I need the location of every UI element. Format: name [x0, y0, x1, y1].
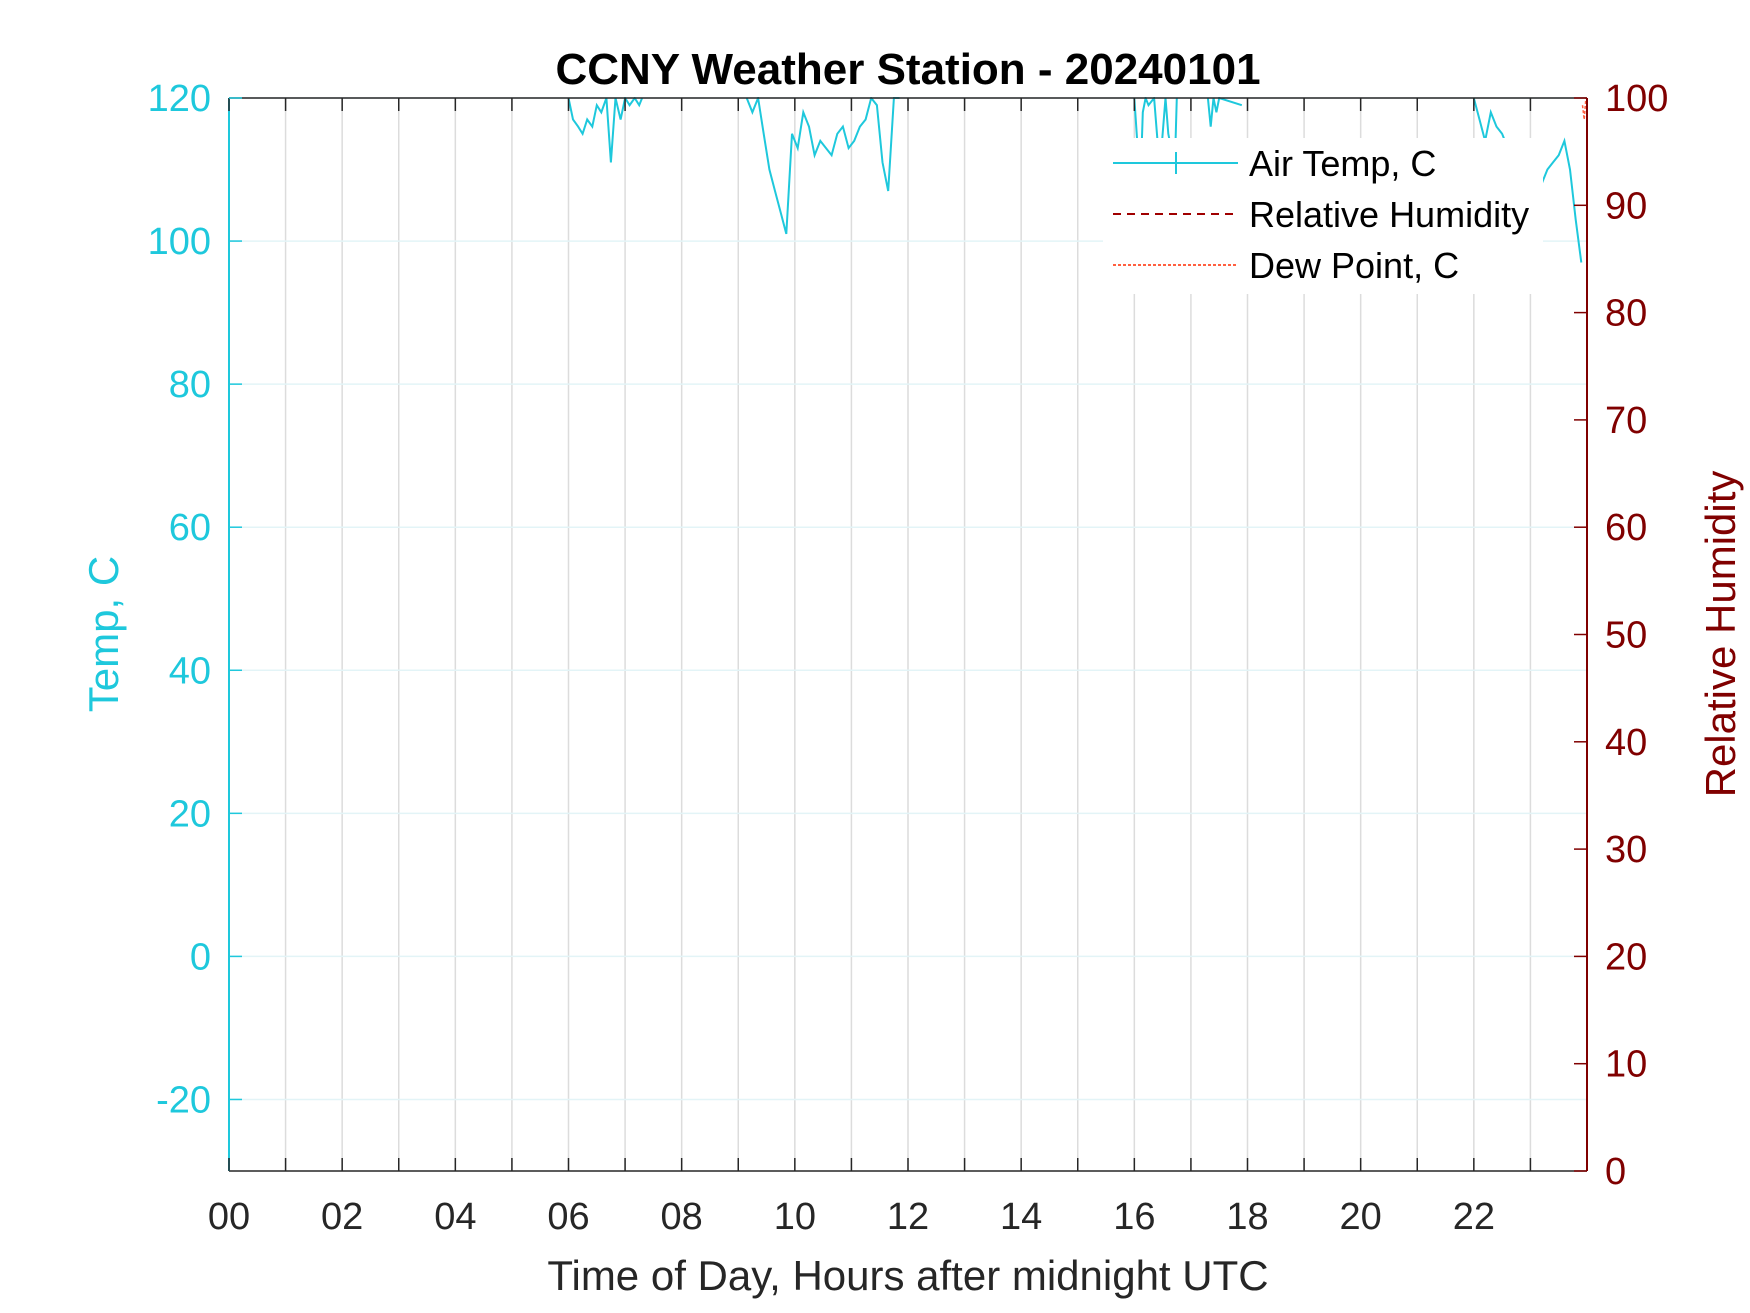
y-right-tick-label: 70: [1605, 400, 1647, 442]
y-left-axis-label: Temp, C: [80, 556, 127, 712]
legend: Air Temp, C Relative Humidity Dew Point,…: [1103, 138, 1543, 294]
grid-layer: [229, 97, 1587, 1171]
y-left-tick-label: 120: [148, 78, 211, 120]
legend-label-humidity: Relative Humidity: [1249, 194, 1529, 235]
legend-label-air-temp: Air Temp, C: [1249, 143, 1436, 184]
x-tick-label: 00: [208, 1196, 250, 1238]
y-right-tick-label: 90: [1605, 185, 1647, 227]
x-tick-label: 20: [1340, 1196, 1382, 1238]
x-tick-label: 08: [661, 1196, 703, 1238]
x-axis-label: Time of Day, Hours after midnight UTC: [547, 1252, 1268, 1299]
x-tick-label: 10: [774, 1196, 816, 1238]
x-tick-label: 02: [321, 1196, 363, 1238]
y-left-tick-label: 80: [169, 364, 211, 406]
y-right-tick-label: 20: [1605, 936, 1647, 978]
y-left-tick-label: 40: [169, 650, 211, 692]
x-tick-label: 18: [1226, 1196, 1268, 1238]
x-tick-label: 12: [887, 1196, 929, 1238]
x-tick-label: 22: [1453, 1196, 1495, 1238]
y-left-tick-label: -20: [156, 1079, 211, 1121]
y-right-axis-label: Relative Humidity: [1697, 471, 1744, 798]
y-right-tick-label: 10: [1605, 1044, 1647, 1086]
legend-label-dew-point: Dew Point, C: [1249, 245, 1459, 286]
y-left-tick-label: 100: [148, 221, 211, 263]
axes-layer: 00 02 04 06 08 10 12 14 16 18 20 22-200204060801001…: [148, 78, 1669, 1238]
y-right-tick-label: 30: [1605, 829, 1647, 871]
x-tick-label: 16: [1113, 1196, 1155, 1238]
y-right-tick-label: 100: [1605, 78, 1668, 120]
y-right-tick-label: 50: [1605, 615, 1647, 657]
y-right-tick-label: 40: [1605, 722, 1647, 764]
y-right-tick-label: 60: [1605, 507, 1647, 549]
y-right-tick-label: 0: [1605, 1151, 1626, 1193]
x-tick-label: 14: [1000, 1196, 1042, 1238]
y-left-tick-label: 0: [190, 936, 211, 978]
chart-title: CCNY Weather Station - 20240101: [555, 45, 1260, 94]
y-right-tick-label: 80: [1605, 293, 1647, 335]
x-tick-label: 06: [547, 1196, 589, 1238]
y-left-tick-label: 20: [169, 793, 211, 835]
y-left-tick-label: 60: [169, 507, 211, 549]
x-tick-label: 04: [434, 1196, 476, 1238]
